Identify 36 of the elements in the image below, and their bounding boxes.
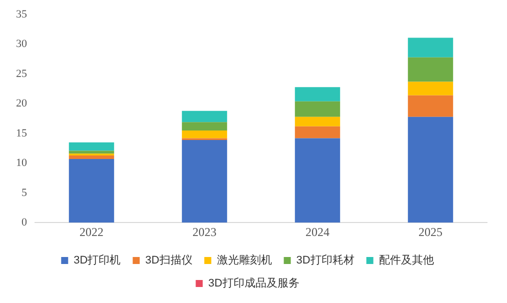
x-tick-label: 2025 bbox=[418, 224, 442, 239]
bar bbox=[408, 38, 454, 58]
y-tick-label: 35 bbox=[16, 8, 28, 20]
y-tick-label: 25 bbox=[16, 68, 28, 80]
y-tick-label: 30 bbox=[16, 38, 28, 50]
legend-label: 激光雕刻机 bbox=[216, 254, 272, 267]
legend-label: 3D打印机 bbox=[74, 254, 121, 267]
y-tick-label: 10 bbox=[16, 157, 28, 170]
bar bbox=[294, 126, 340, 138]
bar bbox=[68, 150, 114, 154]
bar bbox=[182, 122, 228, 130]
bar bbox=[408, 116, 454, 223]
x-tick-label: 2023 bbox=[192, 224, 216, 239]
y-tick-label: 15 bbox=[16, 127, 28, 140]
bar bbox=[68, 155, 114, 160]
bar bbox=[68, 159, 114, 223]
bar bbox=[68, 142, 114, 151]
x-tick-label: 2024 bbox=[306, 224, 330, 239]
bar bbox=[408, 95, 454, 117]
x-tick-label: 2022 bbox=[80, 224, 104, 239]
bar bbox=[408, 82, 454, 96]
bar bbox=[294, 138, 340, 223]
bar bbox=[294, 101, 340, 117]
y-tick-label: 5 bbox=[22, 186, 28, 199]
bar bbox=[294, 87, 340, 102]
bar bbox=[182, 110, 228, 122]
y-tick-label: 0 bbox=[22, 216, 28, 228]
bar bbox=[294, 116, 340, 126]
legend-label: 3D扫描仪 bbox=[145, 254, 192, 267]
bar bbox=[408, 57, 454, 82]
bar bbox=[182, 130, 228, 138]
legend-label: 3D打印成品及服务 bbox=[208, 276, 300, 290]
legend-label: 配件及其他 bbox=[378, 254, 434, 267]
bar bbox=[182, 140, 228, 223]
y-tick-label: 20 bbox=[16, 98, 28, 110]
legend-label: 3D打印耗材 bbox=[296, 254, 354, 267]
